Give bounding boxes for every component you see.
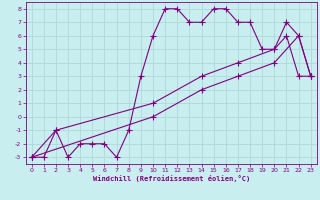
X-axis label: Windchill (Refroidissement éolien,°C): Windchill (Refroidissement éolien,°C) xyxy=(92,175,250,182)
